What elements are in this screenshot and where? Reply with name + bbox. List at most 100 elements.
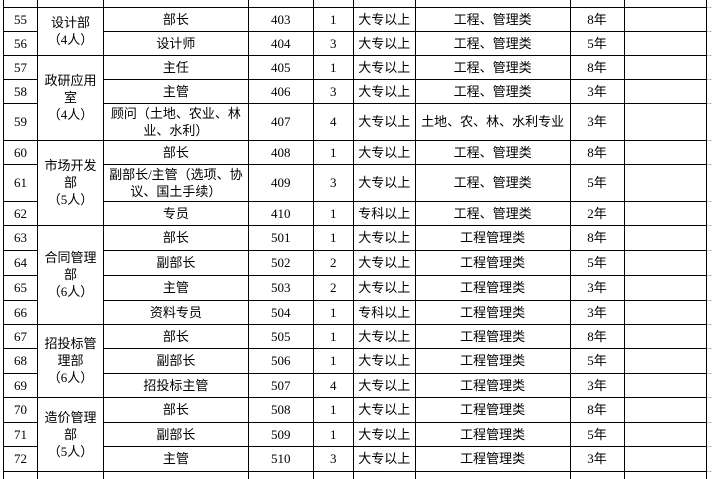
cell-position: 主任 xyxy=(102,54,249,80)
cell-education: 大专以上 xyxy=(352,102,416,141)
cell-department: 设计部 （4人） xyxy=(36,6,104,56)
cell-row-no: 57 xyxy=(3,54,38,80)
gridline-stub xyxy=(706,103,712,141)
cell-code: 410 xyxy=(247,200,314,226)
cell-major: 工程管理类 xyxy=(414,347,571,374)
cell-code: 509 xyxy=(247,421,314,447)
cell-code: 501 xyxy=(247,224,314,251)
table-row: 59 顾问（土地、农业、林业、水利） 407 4 大专以上 土地、农、林、水利专业 3年 xyxy=(3,102,712,141)
partial-cell xyxy=(3,0,38,8)
cell-note xyxy=(623,274,708,301)
cell-headcount: 1 xyxy=(312,6,354,32)
cell-education: 大专以上 xyxy=(352,396,416,423)
gridline-stub xyxy=(706,422,712,447)
partial-cell xyxy=(3,470,38,479)
cell-row-no: 56 xyxy=(3,30,38,56)
cell-note xyxy=(623,200,708,226)
cell-code: 408 xyxy=(247,139,314,165)
cell-row-no: 59 xyxy=(3,102,38,141)
partial-cell xyxy=(312,0,354,8)
cell-position: 副部长 xyxy=(102,249,249,276)
gridline-stub xyxy=(706,397,712,423)
cell-code: 504 xyxy=(247,299,314,325)
cell-row-no: 72 xyxy=(3,445,38,472)
table-row: 62 专员 410 1 专科以上 工程、管理类 2年 xyxy=(3,200,712,226)
cell-headcount: 1 xyxy=(312,421,354,447)
cell-major: 工程、管理类 xyxy=(414,200,571,226)
cell-major: 工程、管理类 xyxy=(414,54,571,80)
cell-education: 大专以上 xyxy=(352,78,416,104)
cell-row-no: 63 xyxy=(3,224,38,251)
table-row: 69 招投标主管 507 4 大专以上 工程管理类 3年 xyxy=(3,372,712,398)
cell-experience: 8年 xyxy=(569,54,625,80)
cell-position: 副部长/主管（选项、协议、国土手续） xyxy=(102,163,249,202)
table-row: 58 主管 406 3 大专以上 工程、管理类 3年 xyxy=(3,78,712,104)
table-row: 72 主管 510 3 大专以上 工程管理类 3年 xyxy=(3,445,712,472)
gridline-stub xyxy=(706,164,712,202)
cell-code: 505 xyxy=(247,323,314,349)
gridline-stub xyxy=(706,250,712,276)
partial-cell xyxy=(352,0,416,8)
cell-note xyxy=(623,421,708,447)
partial-cell xyxy=(247,0,314,8)
cell-position: 部长 xyxy=(102,323,249,349)
cell-code: 508 xyxy=(247,396,314,423)
cell-row-no: 66 xyxy=(3,299,38,325)
table-row: 56 设计师 404 3 大专以上 工程、管理类 5年 xyxy=(3,30,712,56)
cell-major: 工程管理类 xyxy=(414,372,571,398)
partial-cell xyxy=(623,470,708,479)
table-row: 71 副部长 509 1 大专以上 工程管理类 5年 xyxy=(3,421,712,447)
cell-position: 副部长 xyxy=(102,347,249,374)
cell-code: 503 xyxy=(247,274,314,301)
cell-education: 专科以上 xyxy=(352,299,416,325)
gridline-stub xyxy=(706,79,712,104)
cell-headcount: 3 xyxy=(312,163,354,202)
partial-cell xyxy=(569,470,625,479)
cell-education: 大专以上 xyxy=(352,421,416,447)
cell-education: 大专以上 xyxy=(352,54,416,80)
cell-code: 403 xyxy=(247,6,314,32)
table-row: 67 招投标管理部 （6人） 部长 505 1 大专以上 工程管理类 8年 xyxy=(3,323,712,398)
partial-cell xyxy=(247,470,314,479)
partial-row-top xyxy=(3,0,712,8)
cell-note xyxy=(623,54,708,80)
cell-headcount: 1 xyxy=(312,54,354,80)
cell-headcount: 1 xyxy=(312,299,354,325)
cell-row-no: 68 xyxy=(3,347,38,374)
cell-code: 409 xyxy=(247,163,314,202)
cell-note xyxy=(623,224,708,251)
cell-headcount: 1 xyxy=(312,347,354,374)
table-row: 63 合同管理部 （6人） 部长 501 1 大专以上 工程管理类 8年 xyxy=(3,224,712,325)
partial-cell xyxy=(623,0,708,8)
staffing-table-body: 55 设计部 （4人） 部长 403 1 大专以上 工程、管理类 8年 56 设计师 404 3 大专以… xyxy=(3,0,712,479)
cell-row-no: 55 xyxy=(3,6,38,32)
cell-major: 工程、管理类 xyxy=(414,139,571,165)
cell-row-no: 71 xyxy=(3,421,38,447)
table-row: 68 副部长 506 1 大专以上 工程管理类 5年 xyxy=(3,347,712,374)
table-row: 60 市场开发部 （5人） 部长 408 1 大专以上 工程、管理类 8年 xyxy=(3,139,712,226)
cell-department: 合同管理部 （6人） xyxy=(36,224,104,325)
cell-position: 部长 xyxy=(102,6,249,32)
cell-major: 工程管理类 xyxy=(414,445,571,472)
cell-major: 工程、管理类 xyxy=(414,163,571,202)
cell-note xyxy=(623,445,708,472)
cell-position: 资料专员 xyxy=(102,299,249,325)
table-row: 64 副部长 502 2 大专以上 工程管理类 5年 xyxy=(3,249,712,276)
cell-note xyxy=(623,347,708,374)
cell-headcount: 1 xyxy=(312,139,354,165)
partial-cell xyxy=(102,0,249,8)
cell-position: 主管 xyxy=(102,445,249,472)
cell-department: 造价管理部 （5人） xyxy=(36,396,104,472)
cell-position: 顾问（土地、农业、林业、水利） xyxy=(102,102,249,141)
cell-note xyxy=(623,372,708,398)
cell-note xyxy=(623,6,708,32)
cell-experience: 8年 xyxy=(569,396,625,423)
cell-headcount: 3 xyxy=(312,78,354,104)
cell-experience: 8年 xyxy=(569,224,625,251)
cell-education: 大专以上 xyxy=(352,139,416,165)
cell-education: 大专以上 xyxy=(352,6,416,32)
gridline-stub xyxy=(706,55,712,80)
partial-cell xyxy=(102,470,249,479)
cell-experience: 5年 xyxy=(569,30,625,56)
cell-education: 大专以上 xyxy=(352,224,416,251)
